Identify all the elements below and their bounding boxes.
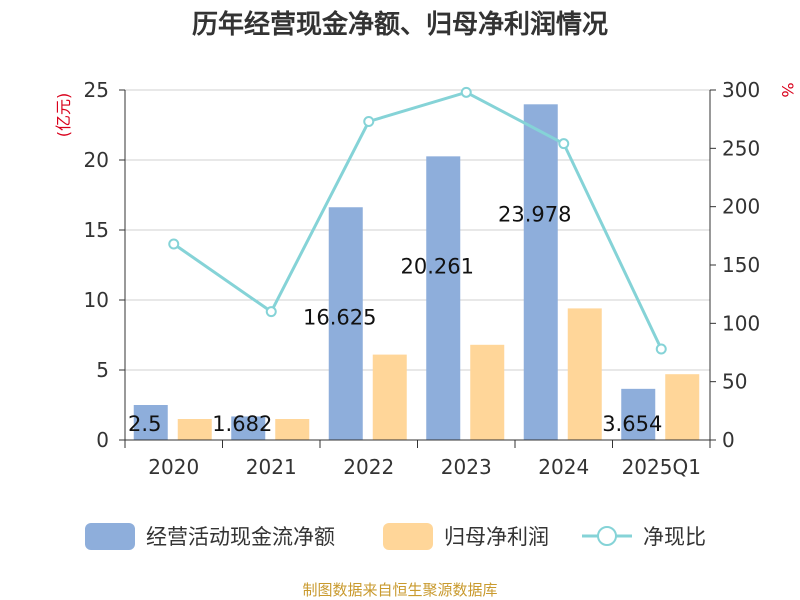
- data-labels: 2.5 1.682 16.625 20.261 23.978 3.654: [128, 202, 662, 436]
- net-profit-bar: [177, 419, 212, 440]
- y-left-tick-label: 0: [96, 428, 109, 452]
- y-left-tick-label: 10: [84, 288, 109, 312]
- legend-swatch: [383, 523, 433, 550]
- cashflow-bar: [523, 104, 558, 441]
- legend: 经营活动现金流净额 归母净利润 净现比: [85, 523, 706, 550]
- net-profit-bar: [665, 374, 700, 440]
- ratio-line: [168, 86, 667, 355]
- chart-title: 历年经营现金净额、归母净利润情况: [192, 9, 608, 40]
- y-left-tick-label: 25: [84, 78, 109, 102]
- x-tick-label: 2023: [441, 455, 492, 479]
- x-tick-label: 2025Q1: [622, 455, 701, 479]
- cashflow-bar: [328, 207, 363, 440]
- net-profit-bar: [275, 419, 310, 440]
- y-left-tick-label: 5: [96, 358, 109, 382]
- gridlines: [125, 89, 710, 371]
- y-right-tick-label: 50: [722, 370, 747, 394]
- cashflow-data-label: 3.654: [602, 412, 662, 436]
- legend-swatch: [85, 523, 135, 550]
- y-left-tick-label: 20: [84, 148, 109, 172]
- y-right-tick-label: 150: [722, 253, 760, 277]
- y-right-tick-label: 300: [722, 78, 760, 102]
- y-left-tick-label: 15: [84, 218, 109, 242]
- ratio-point: [460, 86, 472, 98]
- cashflow-data-label: 23.978: [498, 202, 571, 226]
- x-tick-label: 2022: [343, 455, 394, 479]
- bars: [133, 104, 700, 441]
- y-right-tick-label: 200: [722, 195, 760, 219]
- net-profit-bar: [372, 354, 407, 440]
- x-tick-label: 2024: [538, 455, 589, 479]
- ratio-line-path: [172, 90, 663, 350]
- cashflow-data-label: 2.5: [128, 412, 161, 436]
- net-profit-bar: [567, 308, 602, 440]
- cashflow-data-label: 16.625: [303, 305, 376, 329]
- net-profit-bar: [470, 344, 505, 440]
- y-right-tick-label: 100: [722, 311, 760, 335]
- ratio-point: [168, 238, 180, 250]
- legend-marker: [597, 526, 617, 546]
- ratio-point: [558, 138, 570, 150]
- ratio-point: [655, 343, 667, 355]
- cashflow-bar: [426, 156, 461, 440]
- ratio-point: [363, 116, 375, 127]
- cashflow-bar: [621, 388, 656, 440]
- x-tick-label: 2020: [148, 455, 199, 479]
- legend-label: 归母净利润: [444, 525, 549, 549]
- y-right-tick-label: 0: [722, 428, 735, 452]
- y-left-unit: (亿元): [54, 93, 73, 138]
- cashflow-data-label: 1.682: [212, 412, 272, 436]
- cashflow-bar: [133, 405, 168, 440]
- cashflow-data-label: 20.261: [401, 254, 474, 278]
- source-note: 制图数据来自恒生聚源数据库: [302, 581, 497, 599]
- legend-label: 净现比: [643, 525, 706, 549]
- x-tick-label: 2021: [246, 455, 297, 479]
- legend-label: 经营活动现金流净额: [146, 525, 335, 549]
- ratio-point: [265, 306, 277, 318]
- y-right-unit: %: [778, 82, 797, 97]
- y-right-tick-label: 250: [722, 136, 760, 160]
- cashflow-bar: [231, 416, 266, 440]
